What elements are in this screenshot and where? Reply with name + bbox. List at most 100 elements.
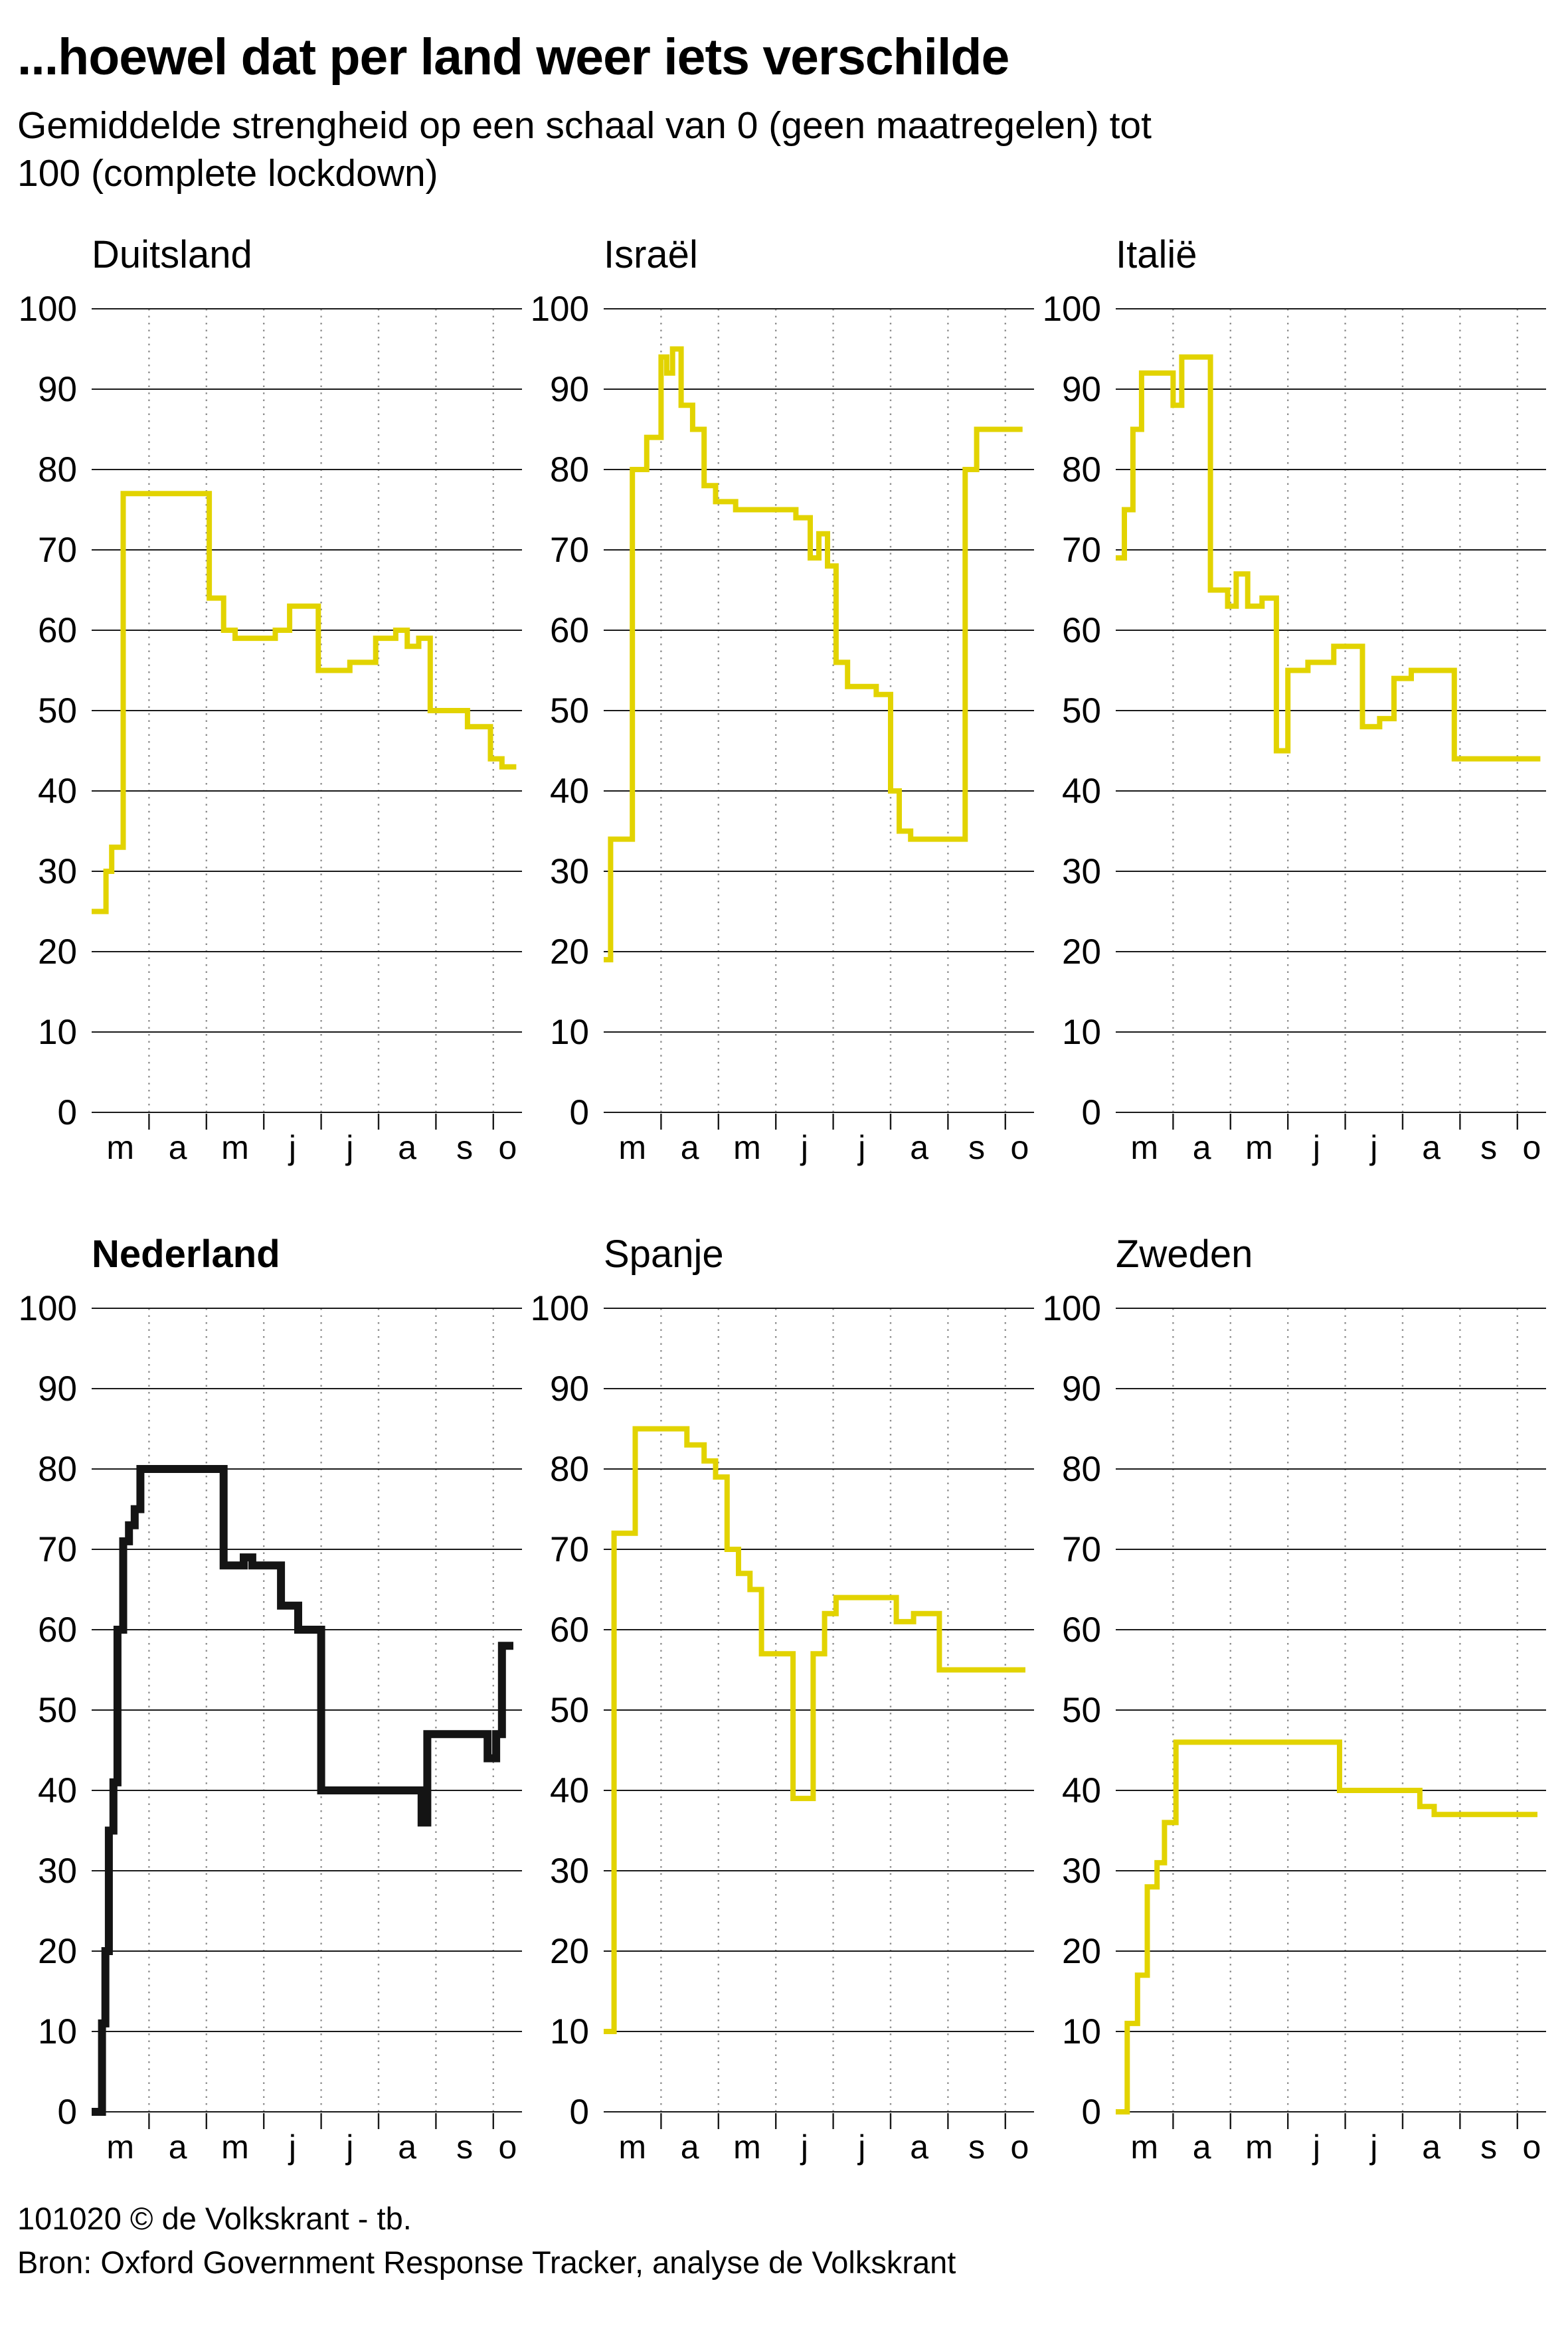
svg-text:o: o [1010, 2128, 1029, 2166]
chart-title-israel: Israël [604, 232, 698, 276]
svg-text:j: j [1369, 1129, 1377, 1166]
panel-spanje: Spanje 100 90 80 70 60 50 40 30 20 10 0 m a m j j a s o [529, 1232, 1041, 2174]
svg-text:m: m [733, 1129, 761, 1166]
svg-text:m: m [106, 2128, 134, 2166]
svg-text:80: 80 [1062, 450, 1101, 489]
svg-text:30: 30 [550, 1852, 589, 1891]
svg-text:m: m [1130, 2128, 1158, 2166]
svg-text:70: 70 [38, 531, 77, 570]
svg-text:40: 40 [38, 1771, 77, 1810]
svg-text:j: j [288, 2128, 296, 2166]
svg-text:j: j [345, 1129, 353, 1166]
chart-title-italie: Italië [1116, 232, 1197, 276]
credit-line: 101020 © de Volkskrant - tb. [17, 2200, 412, 2236]
svg-text:s: s [968, 2128, 985, 2166]
svg-text:o: o [498, 1129, 517, 1166]
svg-text:90: 90 [1062, 370, 1101, 409]
svg-text:a: a [398, 1129, 416, 1166]
source-line: Bron: Oxford Government Response Tracker… [17, 2245, 956, 2281]
svg-text:80: 80 [550, 1450, 589, 1489]
svg-text:a: a [398, 2128, 416, 2166]
svg-text:o: o [498, 2128, 517, 2166]
svg-text:70: 70 [1062, 531, 1101, 570]
svg-text:o: o [1010, 1129, 1029, 1166]
svg-text:20: 20 [550, 1932, 589, 1971]
small-multiples-grid: Duitsland 100 90 80 70 60 50 40 30 20 10 0 m a m j j a s o… [17, 232, 1552, 2174]
svg-text:50: 50 [38, 1691, 77, 1730]
svg-text:50: 50 [550, 1691, 589, 1730]
svg-text:100: 100 [19, 1289, 77, 1328]
svg-text:m: m [733, 2128, 761, 2166]
chart-title-zweden: Zweden [1116, 1232, 1253, 1276]
svg-text:a: a [1422, 1129, 1440, 1166]
footer: 101020 © de Volkskrant - tb. Bron: Oxfor… [17, 2197, 1552, 2285]
svg-text:j: j [1312, 1129, 1320, 1166]
svg-text:m: m [106, 1129, 134, 1166]
svg-text:10: 10 [38, 2012, 77, 2051]
svg-text:j: j [857, 1129, 865, 1166]
page-title: ...hoewel dat per land weer iets verschi… [17, 29, 1009, 86]
svg-text:0: 0 [1082, 1093, 1101, 1132]
svg-text:70: 70 [550, 531, 589, 570]
svg-text:30: 30 [38, 852, 77, 891]
svg-text:20: 20 [550, 932, 589, 972]
svg-text:40: 40 [1062, 1771, 1101, 1810]
svg-text:j: j [1369, 2128, 1377, 2166]
svg-text:10: 10 [1062, 1013, 1101, 1052]
svg-text:a: a [1193, 2128, 1211, 2166]
svg-text:m: m [1245, 1129, 1273, 1166]
svg-text:80: 80 [550, 450, 589, 489]
svg-text:m: m [1130, 1129, 1158, 1166]
svg-text:30: 30 [38, 1852, 77, 1891]
svg-text:o: o [1522, 1129, 1541, 1166]
svg-text:0: 0 [58, 1093, 77, 1132]
svg-text:10: 10 [550, 1013, 589, 1052]
svg-text:40: 40 [1062, 772, 1101, 811]
chart-title-duitsland: Duitsland [92, 232, 252, 276]
svg-text:40: 40 [550, 1771, 589, 1810]
panel-israel: Israël 100 90 80 70 60 50 40 30 20 10 0 m a m j j a s o [529, 232, 1041, 1175]
svg-text:j: j [1312, 2128, 1320, 2166]
svg-text:60: 60 [38, 1610, 77, 1650]
svg-text:a: a [910, 2128, 928, 2166]
svg-text:j: j [800, 2128, 808, 2166]
panel-zweden: Zweden 100 90 80 70 60 50 40 30 20 10 0 m a m j j a s o [1041, 1232, 1553, 2174]
svg-text:30: 30 [1062, 1852, 1101, 1891]
svg-text:j: j [345, 2128, 353, 2166]
svg-text:10: 10 [1062, 2012, 1101, 2051]
svg-text:m: m [221, 2128, 249, 2166]
svg-text:s: s [456, 1129, 473, 1166]
svg-text:60: 60 [1062, 611, 1101, 650]
svg-text:80: 80 [38, 1450, 77, 1489]
svg-text:50: 50 [1062, 691, 1101, 731]
svg-text:60: 60 [38, 611, 77, 650]
svg-text:100: 100 [531, 1289, 589, 1328]
svg-text:40: 40 [38, 772, 77, 811]
svg-text:m: m [1245, 2128, 1273, 2166]
svg-text:j: j [857, 2128, 865, 2166]
svg-text:j: j [288, 1129, 296, 1166]
svg-text:0: 0 [570, 1093, 589, 1132]
svg-text:30: 30 [550, 852, 589, 891]
svg-text:s: s [1480, 2128, 1497, 2166]
page-subtitle: Gemiddelde strengheid op een schaal van … [17, 104, 1152, 195]
svg-text:90: 90 [550, 370, 589, 409]
svg-text:20: 20 [1062, 932, 1101, 972]
svg-text:a: a [681, 2128, 699, 2166]
svg-text:80: 80 [38, 450, 77, 489]
svg-text:90: 90 [38, 1369, 77, 1409]
svg-text:100: 100 [19, 290, 77, 329]
svg-text:60: 60 [550, 611, 589, 650]
svg-text:a: a [169, 1129, 187, 1166]
panel-nederland: Nederland 100 90 80 70 60 50 40 30 20 10 0 m a m j j a s o [17, 1232, 529, 2174]
panel-italie: Italië 100 90 80 70 60 50 40 30 20 10 0 m a m j j a s o [1041, 232, 1553, 1175]
svg-text:90: 90 [38, 370, 77, 409]
svg-text:100: 100 [1043, 1289, 1101, 1328]
svg-text:70: 70 [550, 1530, 589, 1569]
